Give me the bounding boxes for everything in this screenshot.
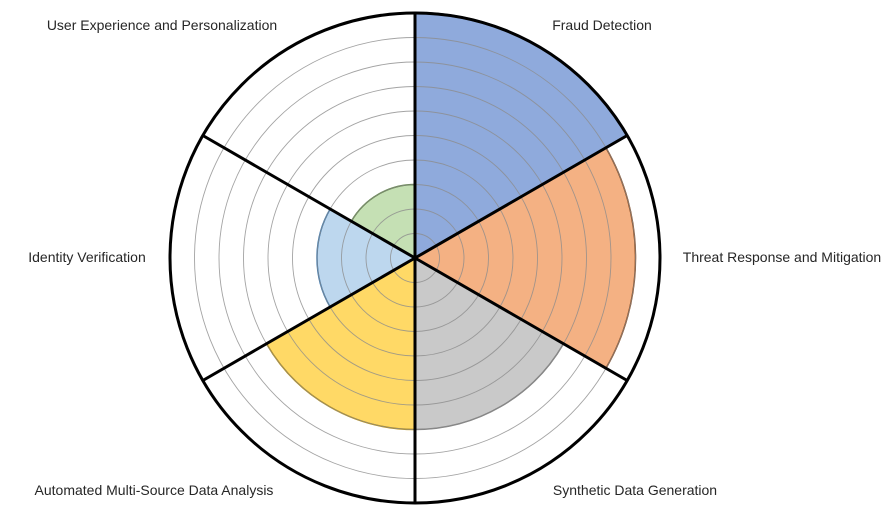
spoke (202, 256, 416, 382)
spoke (414, 256, 628, 382)
category-label: Fraud Detection (552, 17, 652, 33)
spoke (202, 134, 416, 260)
spoke (414, 134, 628, 260)
category-label: Identity Verification (28, 249, 146, 265)
category-label: Synthetic Data Generation (553, 482, 717, 498)
category-label: Automated Multi-Source Data Analysis (35, 482, 274, 498)
category-label: Threat Response and Mitigation (683, 249, 881, 265)
category-label: User Experience and Personalization (47, 17, 277, 33)
